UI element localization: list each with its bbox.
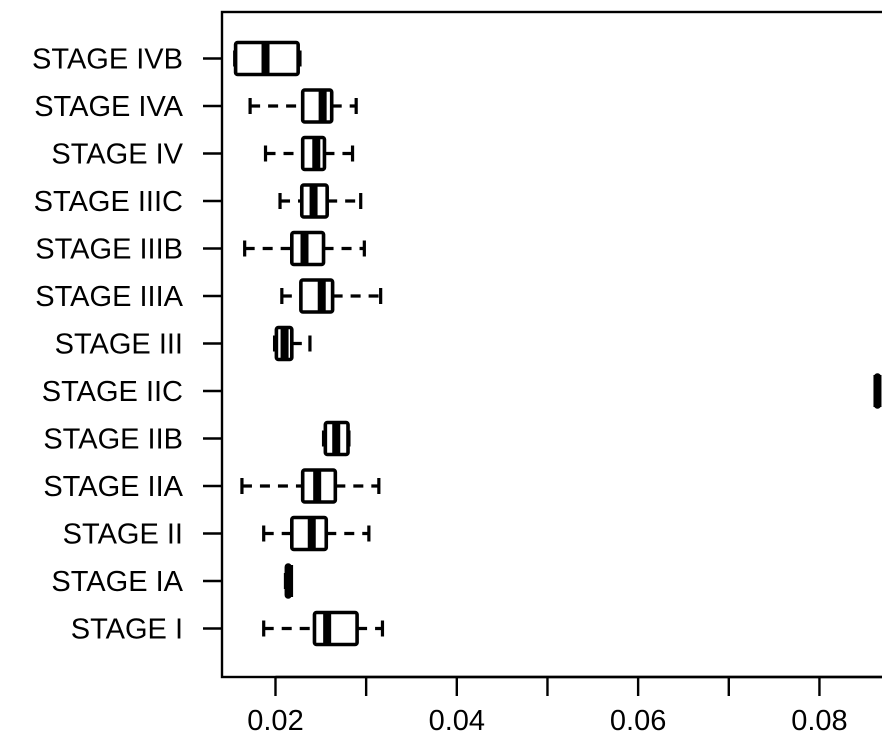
box-group [262, 610, 385, 647]
box-group [280, 278, 383, 314]
box-iqr [300, 88, 334, 124]
boxes-layer [233, 40, 882, 647]
y-tick-label: STAGE IVB [32, 44, 183, 76]
box-group [278, 183, 363, 219]
y-tick-label: STAGE IIIA [35, 281, 183, 313]
y-tick-label: STAGE III [55, 329, 183, 361]
box-group [263, 135, 355, 172]
box-group [262, 515, 371, 552]
box-group [248, 88, 358, 124]
y-axis: STAGE IVB STAGE IVA STAGE IV STAGE IIIC STAG… [32, 44, 222, 646]
x-axis: 0.02 0.04 0.06 0.08 [247, 675, 882, 737]
box-group [283, 563, 294, 599]
y-tick-label: STAGE I [71, 614, 183, 646]
box-group [321, 420, 351, 457]
y-tick-label: STAGE IA [51, 566, 183, 598]
y-tick-label: STAGE IIA [43, 471, 183, 503]
x-tick-label: 0.08 [791, 705, 847, 737]
y-tick-label: STAGE IVA [34, 91, 183, 123]
y-tick-label: STAGE II [63, 519, 183, 551]
y-tick-label: STAGE IIB [43, 424, 183, 456]
x-tick-label: 0.04 [429, 705, 485, 737]
x-tick-label: 0.02 [247, 705, 303, 737]
box-group [272, 325, 312, 362]
box-iqr [312, 610, 359, 647]
box-group [873, 373, 882, 409]
y-tick-label: STAGE IIIC [34, 186, 183, 218]
y-tick-label: STAGE IV [51, 139, 183, 171]
box-group [233, 40, 302, 77]
box-iqr [299, 278, 335, 314]
y-tick-label: STAGE IIC [42, 376, 183, 408]
box-group [240, 468, 381, 504]
x-tick-label: 0.06 [610, 705, 666, 737]
box-group [243, 230, 366, 267]
y-tick-label: STAGE IIIB [35, 234, 183, 266]
